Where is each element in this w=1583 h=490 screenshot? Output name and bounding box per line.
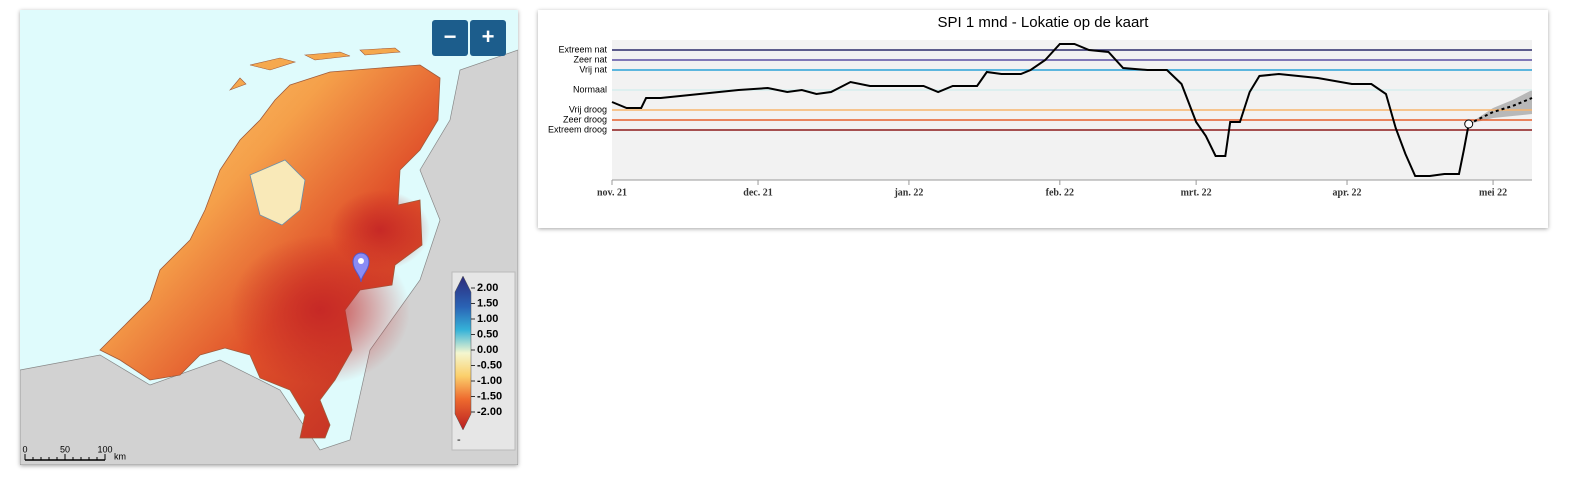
chart-panel: SPI 1 mnd - Lokatie op de kaart Extreem … [538, 10, 1548, 228]
zoom-out-button[interactable] [432, 20, 468, 56]
legend-label: -1.00 [477, 375, 502, 387]
ijsselmeer [249, 159, 306, 226]
location-pin[interactable] [352, 252, 370, 283]
y-tick-label: Normaal [573, 84, 607, 94]
x-tick-label: apr. 22 [1332, 187, 1361, 198]
legend-label: 1.50 [477, 297, 498, 309]
zoom-in-button[interactable] [470, 20, 506, 56]
x-tick-label: nov. 21 [597, 187, 627, 198]
legend-label: 0.50 [477, 328, 498, 340]
y-tick-label: Vrij nat [579, 64, 607, 74]
legend-label: 1.00 [477, 313, 498, 325]
color-bar [454, 275, 472, 431]
scale-unit: km [114, 451, 126, 461]
legend-label: -2.00 [477, 406, 502, 418]
last-point [1464, 119, 1474, 129]
y-tick-label: Vrij droog [569, 104, 607, 114]
x-tick-label: mei 22 [1479, 187, 1507, 198]
legend-label: 2.00 [477, 282, 498, 294]
y-tick-label: Extreem nat [558, 44, 607, 54]
zoom-in-label: + [482, 24, 495, 49]
zoom-out-label: − [444, 24, 457, 49]
y-tick-label: Extreem droog [548, 124, 607, 134]
x-tick-label: mrt. 22 [1181, 187, 1212, 198]
y-tick-label: Zeer droog [563, 114, 607, 124]
map: − + - km 2.00 1.50 1.00 0.50 0.00 -0.50 -1.00 -… [19, 10, 519, 466]
chart-title: SPI 1 mnd - Lokatie op de kaart [938, 14, 1150, 31]
dry-area [330, 190, 430, 270]
scale-label: 100 [97, 444, 112, 454]
chart: SPI 1 mnd - Lokatie op de kaart Extreem … [548, 14, 1533, 198]
forecast-band [1468, 90, 1532, 124]
scale-label: 50 [60, 444, 70, 454]
y-tick-label: Zeer nat [573, 54, 607, 64]
forecast-line [1468, 97, 1533, 125]
wadden-islands [229, 47, 401, 91]
scale-label: 0 [22, 444, 27, 454]
legend-label: -1.50 [477, 390, 502, 402]
spi-line [611, 43, 1470, 177]
x-tick-label: jan. 22 [893, 187, 923, 198]
x-tick-label: dec. 21 [743, 187, 772, 198]
legend-label: -0.50 [477, 359, 502, 371]
x-tick-label: feb. 22 [1046, 187, 1074, 198]
map-panel: − + - km 2.00 1.50 1.00 0.50 0.00 -0.50 -1.00 -… [19, 10, 519, 466]
pin-dot [358, 258, 364, 264]
legend-label: 0.00 [477, 344, 498, 356]
legend-unit: - [457, 434, 461, 446]
